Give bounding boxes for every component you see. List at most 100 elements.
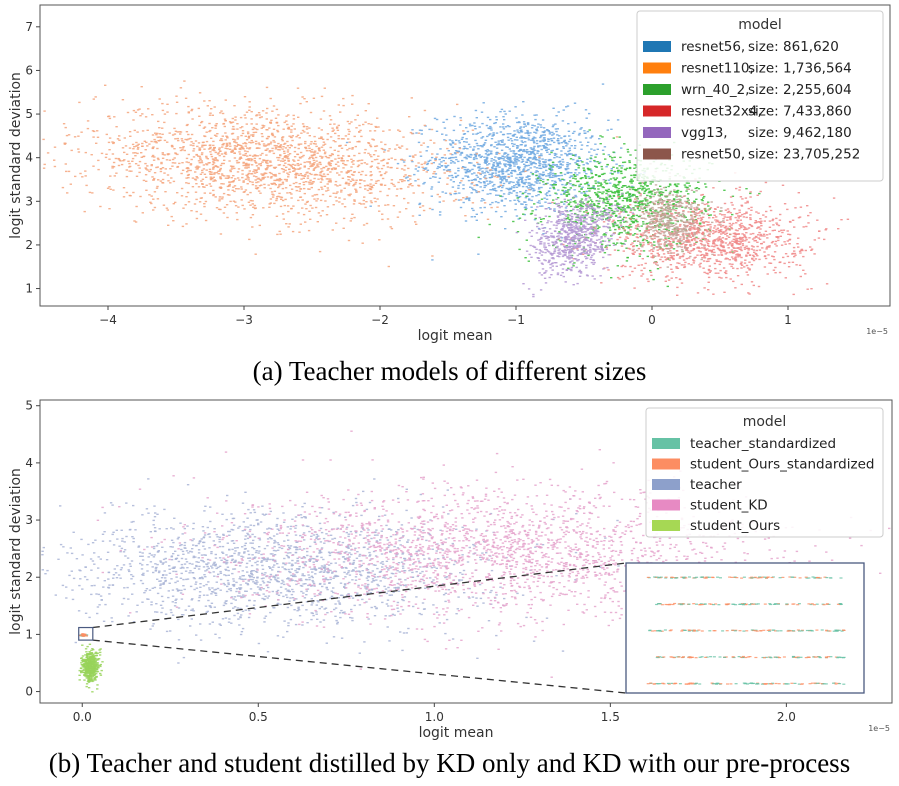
data-point <box>504 163 507 165</box>
data-point <box>791 219 795 221</box>
data-point <box>497 140 500 142</box>
data-point <box>417 132 421 134</box>
data-point <box>231 189 234 191</box>
data-point <box>221 198 224 200</box>
data-point <box>260 173 263 175</box>
data-point <box>545 198 549 200</box>
data-point <box>500 200 504 202</box>
data-point <box>524 208 527 211</box>
data-point <box>265 172 268 175</box>
data-point <box>141 212 144 214</box>
data-point <box>617 193 621 196</box>
data-point <box>482 199 486 201</box>
data-point <box>284 198 287 201</box>
data-point <box>196 166 199 169</box>
data-point <box>182 207 185 209</box>
data-point <box>378 171 382 173</box>
data-point <box>599 197 602 200</box>
data-point <box>233 105 236 107</box>
data-point <box>527 187 530 189</box>
data-point <box>417 162 420 164</box>
data-point <box>608 239 611 241</box>
data-point <box>173 157 176 159</box>
data-point <box>162 204 166 206</box>
data-point <box>152 209 155 211</box>
data-point <box>301 199 304 201</box>
data-point <box>417 178 420 181</box>
data-point <box>328 180 331 182</box>
data-point <box>497 171 501 173</box>
data-point <box>306 200 309 203</box>
data-point <box>308 150 311 152</box>
data-point <box>653 244 656 246</box>
data-point <box>645 188 648 191</box>
data-point <box>617 233 621 235</box>
data-point <box>694 187 697 190</box>
data-point <box>290 208 293 210</box>
data-point <box>595 194 598 196</box>
data-point <box>495 190 498 192</box>
data-point <box>131 160 134 162</box>
data-point <box>617 169 620 172</box>
data-point <box>182 146 185 148</box>
data-point <box>313 154 316 156</box>
data-point <box>634 149 637 151</box>
data-point <box>691 249 694 252</box>
data-point <box>647 232 650 234</box>
data-point <box>274 117 278 119</box>
data-point <box>153 156 156 158</box>
data-point <box>622 161 625 164</box>
data-point <box>268 171 272 174</box>
data-point <box>274 166 278 169</box>
data-point <box>149 201 152 203</box>
data-point <box>590 136 594 138</box>
data-point <box>744 228 747 230</box>
data-point <box>612 177 615 179</box>
data-point <box>255 169 258 171</box>
data-point <box>320 146 324 148</box>
data-point <box>81 176 84 178</box>
data-point <box>492 163 495 166</box>
data-point <box>362 224 366 226</box>
data-point <box>650 191 653 193</box>
data-point <box>516 181 519 183</box>
data-point <box>568 149 572 152</box>
data-point <box>698 223 702 225</box>
data-point <box>635 174 638 176</box>
data-point <box>620 167 623 169</box>
data-point <box>477 172 480 174</box>
data-point <box>542 233 545 235</box>
data-point <box>386 194 389 197</box>
data-point <box>348 141 351 143</box>
data-point <box>503 178 506 180</box>
data-point <box>461 167 464 169</box>
data-point <box>156 198 160 200</box>
data-point <box>309 218 312 220</box>
data-point <box>631 185 634 188</box>
data-point <box>424 167 428 169</box>
data-point <box>616 167 619 169</box>
data-point <box>283 121 286 124</box>
data-point <box>569 158 573 160</box>
data-point <box>490 150 493 152</box>
data-point <box>283 204 286 207</box>
data-point <box>161 127 164 129</box>
data-point <box>704 229 707 232</box>
data-point <box>509 200 512 202</box>
data-point <box>252 175 256 177</box>
data-point <box>495 119 498 121</box>
data-point <box>281 213 285 215</box>
data-point <box>530 212 534 215</box>
data-point <box>228 194 231 196</box>
data-point <box>741 243 744 245</box>
data-point <box>220 110 223 112</box>
data-point <box>630 243 633 246</box>
data-point <box>240 186 243 188</box>
data-point <box>681 206 684 208</box>
data-point <box>552 107 555 109</box>
data-point <box>494 168 497 171</box>
data-point <box>504 160 508 162</box>
data-point <box>486 218 490 220</box>
data-point <box>704 209 707 211</box>
data-point <box>248 141 251 144</box>
